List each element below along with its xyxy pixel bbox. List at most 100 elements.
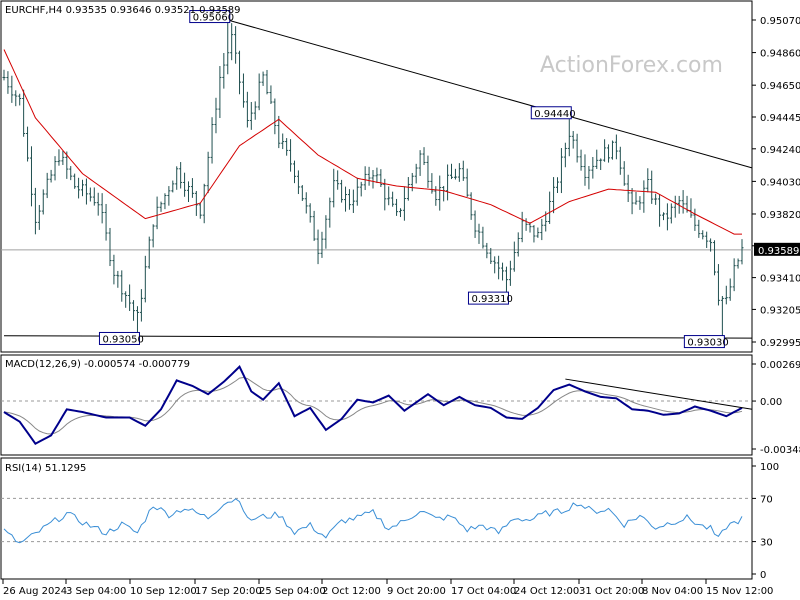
macd-line — [3, 365, 743, 445]
price-annotation-box — [98, 331, 140, 345]
price-bar — [214, 97, 218, 134]
price-bar — [540, 218, 544, 241]
price-bar — [501, 262, 505, 281]
price-bar — [622, 161, 626, 186]
price-bar — [375, 167, 379, 184]
price-bar — [179, 162, 183, 189]
price-bar — [132, 300, 136, 321]
current-price-tag — [754, 242, 800, 256]
price-bar — [650, 170, 654, 204]
price-annotation-box — [530, 106, 572, 120]
price-bar — [81, 179, 85, 197]
price-bar — [104, 203, 108, 241]
price-bar — [238, 50, 242, 95]
price-bar — [516, 232, 520, 257]
price-bar — [33, 187, 37, 235]
price-bar — [261, 71, 265, 86]
price-axis-label: 0.93820 — [760, 210, 800, 221]
price-bar — [18, 93, 22, 106]
time-axis-label: 24 Oct 12:00 — [514, 586, 579, 597]
price-bar — [693, 208, 697, 231]
price-bar — [234, 26, 238, 64]
price-bar — [100, 193, 104, 224]
price-bar — [45, 172, 49, 199]
price-annotation-label: 0.93310 — [471, 294, 512, 305]
price-bar — [473, 210, 477, 238]
price-bar — [332, 168, 336, 208]
price-bar — [740, 239, 744, 265]
price-bar — [497, 255, 501, 280]
price-bar — [591, 156, 595, 179]
price-bar — [171, 180, 175, 193]
price-bar — [705, 231, 709, 248]
price-bar — [359, 181, 363, 197]
macd-layer — [1, 365, 753, 445]
price-bar — [84, 178, 88, 205]
price-bar — [6, 71, 10, 94]
price-bar — [324, 215, 328, 249]
price-bar — [273, 98, 277, 135]
price-bar — [371, 169, 375, 189]
watermark: ActionForex.com — [540, 53, 723, 78]
price-bar — [669, 203, 673, 224]
price-bar — [646, 168, 650, 193]
price-bar — [614, 134, 618, 160]
rsi-line — [3, 498, 743, 544]
price-bar — [713, 240, 717, 276]
price-bar — [626, 174, 630, 202]
price-bar — [281, 133, 285, 150]
time-axis-label: 8 Nov 04:00 — [642, 586, 703, 597]
price-axis-label: 0.94240 — [760, 145, 800, 156]
price-bar — [304, 192, 308, 214]
price-bar — [461, 160, 465, 181]
axis-layer: 0.95070 0.94860 0.94650 0.94445 0.94240 0.940… — [2, 16, 800, 597]
price-bar — [49, 169, 53, 183]
price-bar — [53, 156, 57, 181]
price-axis-label: 0.93205 — [760, 305, 800, 316]
price-bar — [316, 229, 320, 265]
price-bar — [450, 163, 454, 180]
time-axis-label: 3 Sep 04:00 — [66, 586, 126, 597]
price-annotation-box — [467, 291, 509, 305]
price-bar — [661, 212, 665, 221]
price-bar — [187, 181, 190, 202]
descending-trendline — [227, 19, 753, 169]
price-bar — [595, 149, 599, 169]
price-bar — [453, 168, 457, 180]
price-bar — [124, 291, 128, 308]
price-layer: 0.95060 0.93050 0.93310 0.94440 0.93030 — [1, 10, 753, 349]
price-bar — [579, 149, 583, 171]
price-bar — [575, 133, 579, 163]
time-axis-label: 10 Sep 12:00 — [130, 586, 197, 597]
price-bar — [65, 151, 69, 179]
price-axis-label: 0.94860 — [760, 49, 800, 60]
price-bar — [253, 101, 257, 120]
price-bar — [159, 201, 163, 212]
time-axis-label: 15 Nov 12:00 — [706, 586, 773, 597]
price-bar — [697, 219, 701, 238]
price-bar — [336, 170, 340, 190]
price-bar — [552, 177, 556, 214]
price-bar — [665, 203, 669, 231]
price-bar — [73, 173, 77, 189]
price-bar — [508, 260, 512, 286]
macd-axis-label: 0.002696 — [760, 360, 800, 371]
price-bar — [406, 177, 410, 201]
price-bar — [277, 115, 281, 149]
price-bar — [469, 192, 473, 220]
price-bar — [387, 186, 391, 206]
price-bar — [10, 75, 14, 103]
price-bar — [116, 270, 120, 288]
price-bar — [296, 170, 300, 195]
price-bar — [285, 138, 289, 156]
price-bar — [29, 146, 33, 207]
price-bar — [328, 197, 332, 228]
price-bar — [720, 296, 724, 337]
price-bar — [151, 224, 155, 248]
price-bar — [446, 164, 450, 201]
price-annotation-label: 0.93050 — [102, 334, 143, 345]
price-bar — [92, 187, 96, 206]
price-annotation-label: 0.94440 — [534, 109, 575, 120]
price-bar — [230, 23, 234, 61]
